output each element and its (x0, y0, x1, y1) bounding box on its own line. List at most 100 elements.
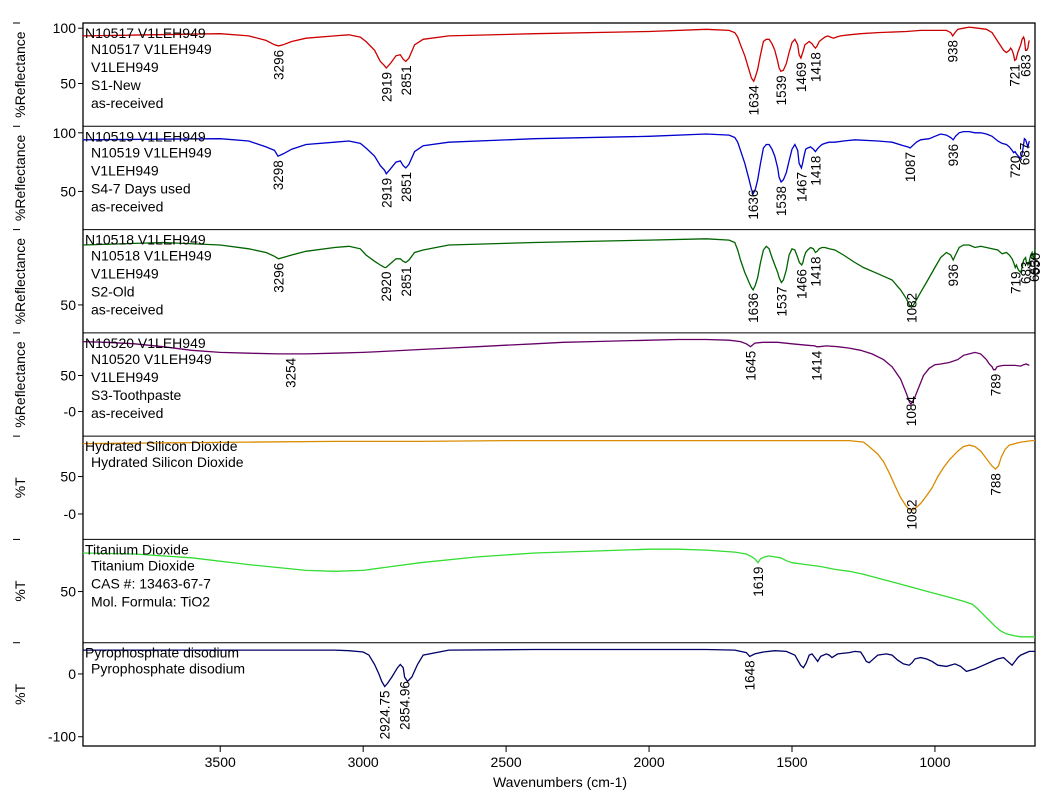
peak-label: 1538 (774, 186, 789, 216)
peak-label: 1636 (746, 293, 761, 323)
peak-label: 938 (946, 40, 961, 63)
spectrum-line (83, 648, 1035, 688)
peak-label: 1414 (810, 350, 825, 381)
panel-text-line: S4-7 Days used (91, 180, 191, 196)
spectrum-line (82, 439, 1035, 511)
panel-text-line: V1LEH949 (91, 59, 159, 75)
panel-text-line: as-received (91, 95, 163, 111)
y-tick-label: 50 (60, 75, 76, 91)
spectrum-line (82, 338, 1030, 406)
panel-text-line: as-received (91, 405, 163, 421)
y-tick-label: 100 (53, 125, 77, 141)
panel-text-line: Titanium Dioxide (91, 557, 195, 573)
peak-label: 719 (1008, 271, 1023, 294)
peak-label: 1636 (746, 190, 761, 220)
peak-label: 3254 (284, 357, 299, 388)
panel-text-line: N10519 V1LEH949 (91, 144, 212, 160)
peak-label: 1634 (747, 85, 762, 116)
y-tick-label: -100 (48, 729, 76, 745)
y-tick-label: 50 (60, 297, 76, 313)
y-tick-label: 100 (53, 20, 77, 36)
plot-frame (82, 22, 1036, 747)
panel-title: Pyrophosphate disodium (85, 645, 239, 661)
peak-label: 1619 (751, 567, 766, 597)
peak-label: 1466 (795, 269, 810, 299)
peak-label: 1084 (904, 396, 919, 427)
peak-label: 1648 (743, 660, 758, 690)
y-axis-label: %T (12, 580, 28, 601)
peak-label: 720 (1008, 156, 1023, 179)
peak-label: 2851 (399, 172, 414, 202)
peak-label: 683 (1019, 54, 1034, 77)
peak-label: 3298 (271, 160, 286, 190)
y-axis-label: %Reflectance (12, 135, 28, 222)
peak-label: 1082 (904, 499, 919, 529)
peak-label: 1645 (744, 351, 759, 381)
panel-title: Titanium Dioxide (85, 541, 189, 557)
panel-text-line: as-received (91, 302, 163, 318)
peak-label: 2920 (379, 271, 394, 301)
panel-text-line: S1-New (91, 77, 142, 93)
panel-text-line: N10518 V1LEH949 (91, 248, 212, 264)
panel-title: N10517 V1LEH949 (85, 25, 206, 41)
y-axis-label: %T (12, 477, 28, 498)
y-tick-label: 50 (60, 584, 76, 600)
peak-label: 788 (989, 473, 1004, 496)
x-tick-label: 3000 (348, 754, 379, 770)
peak-label: 2919 (379, 72, 394, 102)
panel-text-line: V1LEH949 (91, 369, 159, 385)
y-axis-label: %Reflectance (12, 31, 28, 118)
peak-label: 1539 (774, 75, 789, 105)
peak-label: 2851 (399, 267, 414, 297)
panel-text-line: Pyrophosphate disodium (91, 661, 245, 677)
panel-text-line: S2-Old (91, 284, 135, 300)
x-tick-label: 1000 (919, 754, 950, 770)
peak-label: 721 (1008, 64, 1023, 87)
peak-label: 683 (1019, 262, 1034, 285)
spectrum-panel: %T 0 -100 Pyrophosphate disodiumPyrophospha… (12, 642, 1035, 745)
x-axis-label: Wavenumbers (cm-1) (493, 774, 627, 790)
panel-text-line: Hydrated Silicon Dioxide (91, 454, 244, 470)
panel-text-line: V1LEH949 (91, 266, 159, 282)
peak-label: 650 (1028, 253, 1043, 276)
peak-label: 2851 (399, 65, 414, 95)
spectrum-line (82, 26, 1030, 83)
spectrum-line (82, 130, 1030, 196)
y-tick-label: 50 (60, 469, 76, 485)
peak-label: 1537 (774, 286, 789, 316)
y-tick-label: 0 (68, 666, 76, 682)
spectrum-line (82, 238, 1036, 309)
peak-label: 653 (1027, 260, 1042, 283)
x-tick-label: 2000 (633, 754, 664, 770)
panel-text-line: N10517 V1LEH949 (91, 41, 212, 57)
y-tick-label: 50 (60, 183, 76, 199)
y-tick-label: 50 (60, 367, 76, 383)
panel-title: N10519 V1LEH949 (85, 128, 206, 144)
y-tick-label: -0 (64, 404, 77, 420)
peak-label: 936 (946, 144, 961, 167)
y-axis-label: %Reflectance (12, 341, 28, 428)
panel-title: Hydrated Silicon Dioxide (85, 438, 238, 454)
peak-label: 1469 (794, 62, 809, 92)
y-axis-label: %Reflectance (12, 238, 28, 325)
peak-label: 687 (1017, 143, 1032, 166)
peak-label: 1082 (904, 293, 919, 323)
peak-label: 936 (946, 264, 961, 287)
panel-text-line: S3-Toothpaste (91, 387, 181, 403)
x-tick-label: 3500 (205, 754, 236, 770)
x-tick-label: 2500 (491, 754, 522, 770)
y-tick-label: -0 (64, 506, 77, 522)
spectrum-line (82, 548, 1035, 638)
panel-title: N10518 V1LEH949 (85, 232, 206, 248)
peak-label: 2919 (379, 178, 394, 208)
peak-label: 1087 (903, 152, 918, 182)
peak-label: 3296 (272, 50, 287, 80)
peak-label: 1467 (794, 172, 809, 202)
panel-title: N10520 V1LEH949 (85, 335, 206, 351)
